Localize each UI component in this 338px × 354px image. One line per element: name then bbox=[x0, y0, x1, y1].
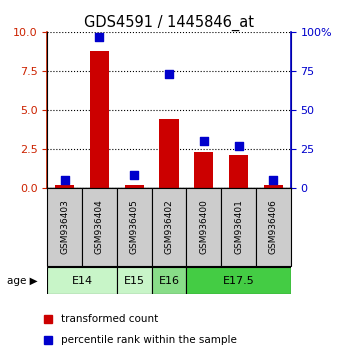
Bar bbox=[55, 185, 74, 188]
Bar bbox=[186, 188, 221, 266]
Bar bbox=[221, 188, 256, 266]
Point bbox=[97, 34, 102, 39]
Bar bbox=[160, 119, 178, 188]
Text: GSM936402: GSM936402 bbox=[165, 199, 173, 254]
Point bbox=[271, 177, 276, 183]
Bar bbox=[117, 188, 152, 266]
Point bbox=[62, 177, 67, 183]
Bar bbox=[229, 155, 248, 188]
Bar bbox=[125, 184, 144, 188]
Text: E16: E16 bbox=[159, 275, 179, 286]
Bar bbox=[82, 188, 117, 266]
Bar bbox=[256, 188, 291, 266]
Point bbox=[236, 143, 241, 148]
Bar bbox=[264, 185, 283, 188]
Text: GSM936406: GSM936406 bbox=[269, 199, 278, 254]
Text: GSM936404: GSM936404 bbox=[95, 199, 104, 254]
Bar bbox=[152, 267, 186, 294]
Text: GSM936400: GSM936400 bbox=[199, 199, 208, 254]
Point bbox=[131, 172, 137, 178]
Title: GDS4591 / 1445846_at: GDS4591 / 1445846_at bbox=[84, 14, 254, 30]
Point bbox=[166, 71, 172, 77]
Text: E17.5: E17.5 bbox=[223, 275, 255, 286]
Text: E14: E14 bbox=[72, 275, 93, 286]
Text: age ▶: age ▶ bbox=[7, 275, 38, 286]
Bar bbox=[117, 267, 152, 294]
Text: GSM936405: GSM936405 bbox=[130, 199, 139, 254]
Point bbox=[201, 138, 207, 144]
Bar bbox=[90, 51, 109, 188]
Text: GSM936403: GSM936403 bbox=[60, 199, 69, 254]
Bar bbox=[152, 188, 186, 266]
Text: percentile rank within the sample: percentile rank within the sample bbox=[61, 335, 237, 345]
Text: GSM936401: GSM936401 bbox=[234, 199, 243, 254]
Bar bbox=[47, 188, 82, 266]
Text: E15: E15 bbox=[124, 275, 145, 286]
Bar bbox=[47, 267, 117, 294]
Text: transformed count: transformed count bbox=[61, 314, 159, 324]
Bar bbox=[194, 152, 213, 188]
Bar bbox=[186, 267, 291, 294]
